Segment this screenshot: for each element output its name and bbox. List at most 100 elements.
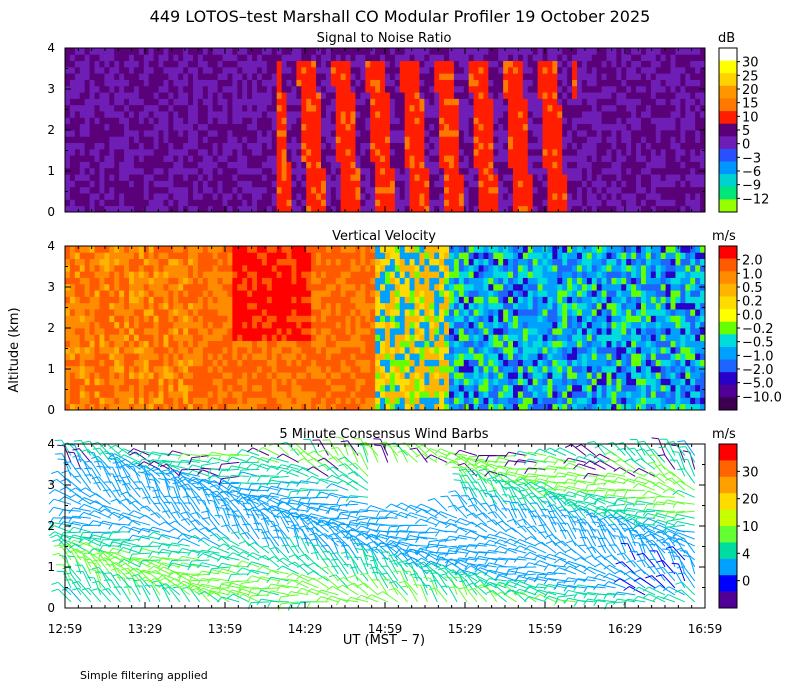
- snr-cell: [266, 73, 273, 80]
- snr-cell: [350, 104, 356, 112]
- snr-cell: [591, 66, 598, 74]
- vv-cell: [266, 346, 273, 354]
- snr-cell: [109, 117, 115, 125]
- snr-cell: [424, 155, 430, 162]
- snr-cell: [276, 92, 283, 99]
- snr-cell: [468, 54, 475, 62]
- snr-cell: [143, 123, 150, 131]
- vv-cell: [188, 271, 194, 278]
- vv-cell: [104, 365, 110, 373]
- vv-cell: [133, 397, 140, 405]
- snr-cell: [74, 54, 81, 62]
- snr-cell: [655, 130, 662, 137]
- vv-cell: [321, 277, 327, 285]
- snr-cell: [193, 111, 199, 118]
- snr-cell: [586, 85, 593, 93]
- snr-cell: [581, 92, 588, 99]
- snr-cell: [99, 117, 105, 125]
- vv-cell: [335, 359, 342, 367]
- vv-cell: [173, 346, 179, 354]
- snr-cell: [586, 123, 593, 131]
- snr-cell: [532, 130, 539, 137]
- snr-cell: [601, 117, 607, 125]
- snr-cell: [453, 73, 460, 80]
- snr-cell: [621, 161, 627, 169]
- vv-cell: [158, 397, 164, 405]
- snr-cell: [399, 167, 406, 175]
- snr-cell: [611, 66, 617, 74]
- snr-cell: [143, 142, 150, 150]
- snr-cell: [114, 142, 120, 150]
- colorbar-label: 0: [742, 138, 750, 153]
- vv-cell: [217, 277, 223, 285]
- snr-cell: [345, 98, 351, 106]
- vv-cell: [197, 334, 204, 342]
- snr-cell: [636, 111, 642, 118]
- vv-cell: [217, 296, 223, 304]
- snr-cell: [276, 186, 283, 194]
- snr-cell: [173, 54, 179, 62]
- snr-cell: [567, 167, 573, 175]
- vv-cell: [286, 252, 292, 260]
- snr-cell: [527, 85, 534, 93]
- vv-cell: [321, 372, 327, 379]
- snr-cell: [483, 180, 489, 188]
- snr-cell: [414, 66, 420, 74]
- snr-cell: [79, 111, 86, 118]
- vv-cell: [335, 302, 342, 310]
- snr-cell: [409, 48, 415, 55]
- snr-cell: [266, 205, 273, 213]
- snr-cell: [527, 142, 534, 150]
- snr-cell: [434, 205, 440, 213]
- snr-cell: [202, 85, 209, 93]
- vv-cell: [99, 283, 105, 291]
- snr-cell: [316, 199, 322, 207]
- vv-cell: [94, 271, 100, 278]
- snr-cell: [261, 123, 268, 131]
- vv-cell: [124, 271, 130, 278]
- snr-cell: [424, 73, 430, 80]
- snr-cell: [252, 117, 258, 125]
- snr-cell: [321, 130, 327, 137]
- snr-cell: [409, 130, 415, 137]
- snr-cell: [522, 180, 529, 188]
- snr-cell: [389, 155, 396, 162]
- snr-cell: [463, 111, 470, 118]
- snr-cell: [178, 199, 184, 207]
- snr-cell: [325, 142, 332, 150]
- vv-cell: [178, 271, 184, 278]
- snr-cell: [138, 136, 145, 144]
- snr-cell: [675, 186, 681, 194]
- vv-cell: [188, 391, 194, 398]
- vv-cell: [65, 302, 71, 310]
- snr-cell: [370, 117, 376, 125]
- vv-cell: [242, 359, 248, 367]
- snr-cell: [537, 136, 543, 144]
- snr-cell: [513, 155, 519, 162]
- vv-cell: [321, 328, 327, 335]
- snr-cell: [360, 199, 366, 207]
- snr-cell: [296, 136, 302, 144]
- vv-cell: [217, 384, 223, 392]
- vv-cell: [143, 271, 150, 278]
- snr-cell: [424, 167, 430, 175]
- vv-cell: [65, 391, 71, 398]
- snr-cell: [626, 85, 632, 93]
- snr-cell: [114, 199, 120, 207]
- vv-cell: [74, 328, 81, 335]
- snr-cell: [153, 161, 159, 169]
- snr-cell: [143, 98, 150, 106]
- snr-cell: [143, 60, 150, 68]
- snr-cell: [193, 98, 199, 106]
- snr-cell: [700, 104, 706, 112]
- snr-cell: [572, 193, 578, 200]
- snr-cell: [399, 148, 406, 156]
- vv-cell: [158, 264, 164, 272]
- snr-cell: [188, 186, 194, 194]
- snr-cell: [266, 98, 273, 106]
- vv-cell: [69, 359, 76, 367]
- vv-cell: [138, 372, 145, 379]
- snr-cell: [611, 92, 617, 99]
- snr-cell: [261, 193, 268, 200]
